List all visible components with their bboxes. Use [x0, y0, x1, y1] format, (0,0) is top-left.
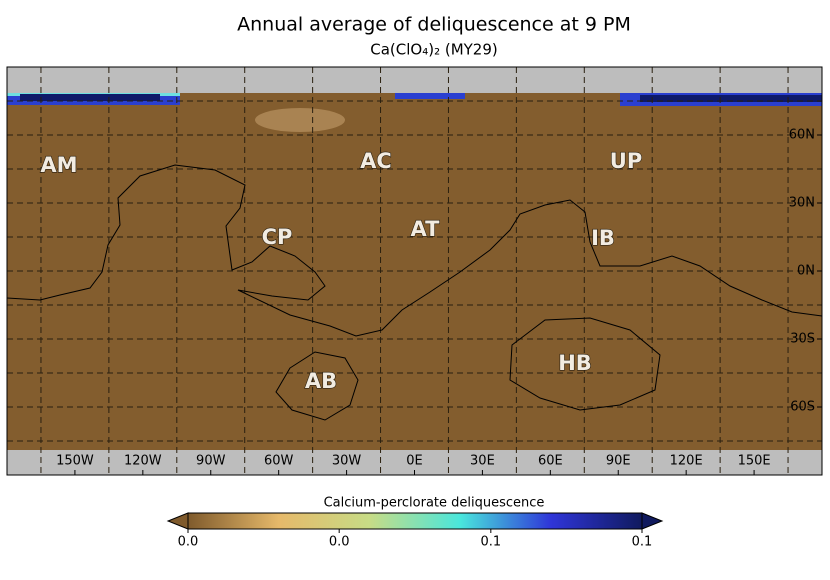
region-label: AT	[411, 217, 441, 241]
colorbar-label: Calcium-perclorate deliquescence	[324, 496, 545, 511]
deposit	[395, 93, 465, 99]
argyre-rim	[275, 351, 359, 421]
x-tick-label: 30E	[470, 454, 495, 469]
x-tick-label: 90W	[196, 454, 226, 469]
y-tick-label: 0N	[797, 264, 815, 279]
deposit	[640, 95, 822, 102]
colorbar-tick-label: 0.1	[632, 535, 653, 550]
title: Annual average of deliquescence at 9 PM	[237, 14, 631, 36]
region-label: IB	[591, 226, 615, 250]
x-tick-label: 120W	[124, 454, 162, 469]
colorbar: Calcium-perclorate deliquescence 0.0 0.0 0…	[166, 496, 664, 550]
dichotomy-boundary	[6, 164, 823, 337]
map-frame	[6, 66, 823, 476]
y-tick-label: 30S	[790, 332, 815, 347]
x-tick-label: 60E	[538, 454, 563, 469]
region-labels: AM AC UP CP AT IB AB HB	[40, 148, 643, 393]
region-label: CP	[262, 225, 293, 249]
y-tick-label: 30N	[789, 196, 815, 211]
subtitle: Ca(ClO₄)₂ (MY29)	[370, 41, 498, 59]
region-label: HB	[558, 351, 592, 375]
x-tick-label: 0E	[406, 454, 423, 469]
grid: 150W 120W 90W 60W 30W 0E 30E 60E 90E 120E 150E 60N 3…	[7, 67, 822, 475]
region-label: AB	[305, 369, 337, 393]
deposit	[20, 94, 160, 101]
colorbar-tick-label: 0.0	[178, 535, 199, 550]
polar-deposits	[7, 93, 822, 132]
region-label: UP	[610, 149, 642, 173]
x-tick-label: 60W	[264, 454, 294, 469]
colorbar-bar	[187, 512, 643, 530]
light-patch	[255, 108, 345, 132]
colorbar-extend-high	[641, 512, 664, 530]
map: 150W 120W 90W 60W 30W 0E 30E 60E 90E 120E 150E 60N 3…	[6, 66, 823, 476]
x-tick-label: 150W	[56, 454, 94, 469]
x-tick-label: 30W	[332, 454, 362, 469]
y-tick-label: 60N	[789, 128, 815, 143]
colorbar-extend-low	[166, 512, 189, 530]
x-tick-label: 150E	[738, 454, 771, 469]
region-label: AC	[360, 149, 392, 173]
coastline	[6, 164, 823, 421]
hellas-rim	[509, 317, 661, 411]
region-label: AM	[40, 153, 77, 177]
y-tick-label: 60S	[790, 400, 815, 415]
colorbar-tick-label: 0.0	[329, 535, 350, 550]
colorbar-tick-label: 0.1	[480, 535, 501, 550]
x-tick-label: 120E	[670, 454, 703, 469]
x-tick-label: 90E	[606, 454, 631, 469]
